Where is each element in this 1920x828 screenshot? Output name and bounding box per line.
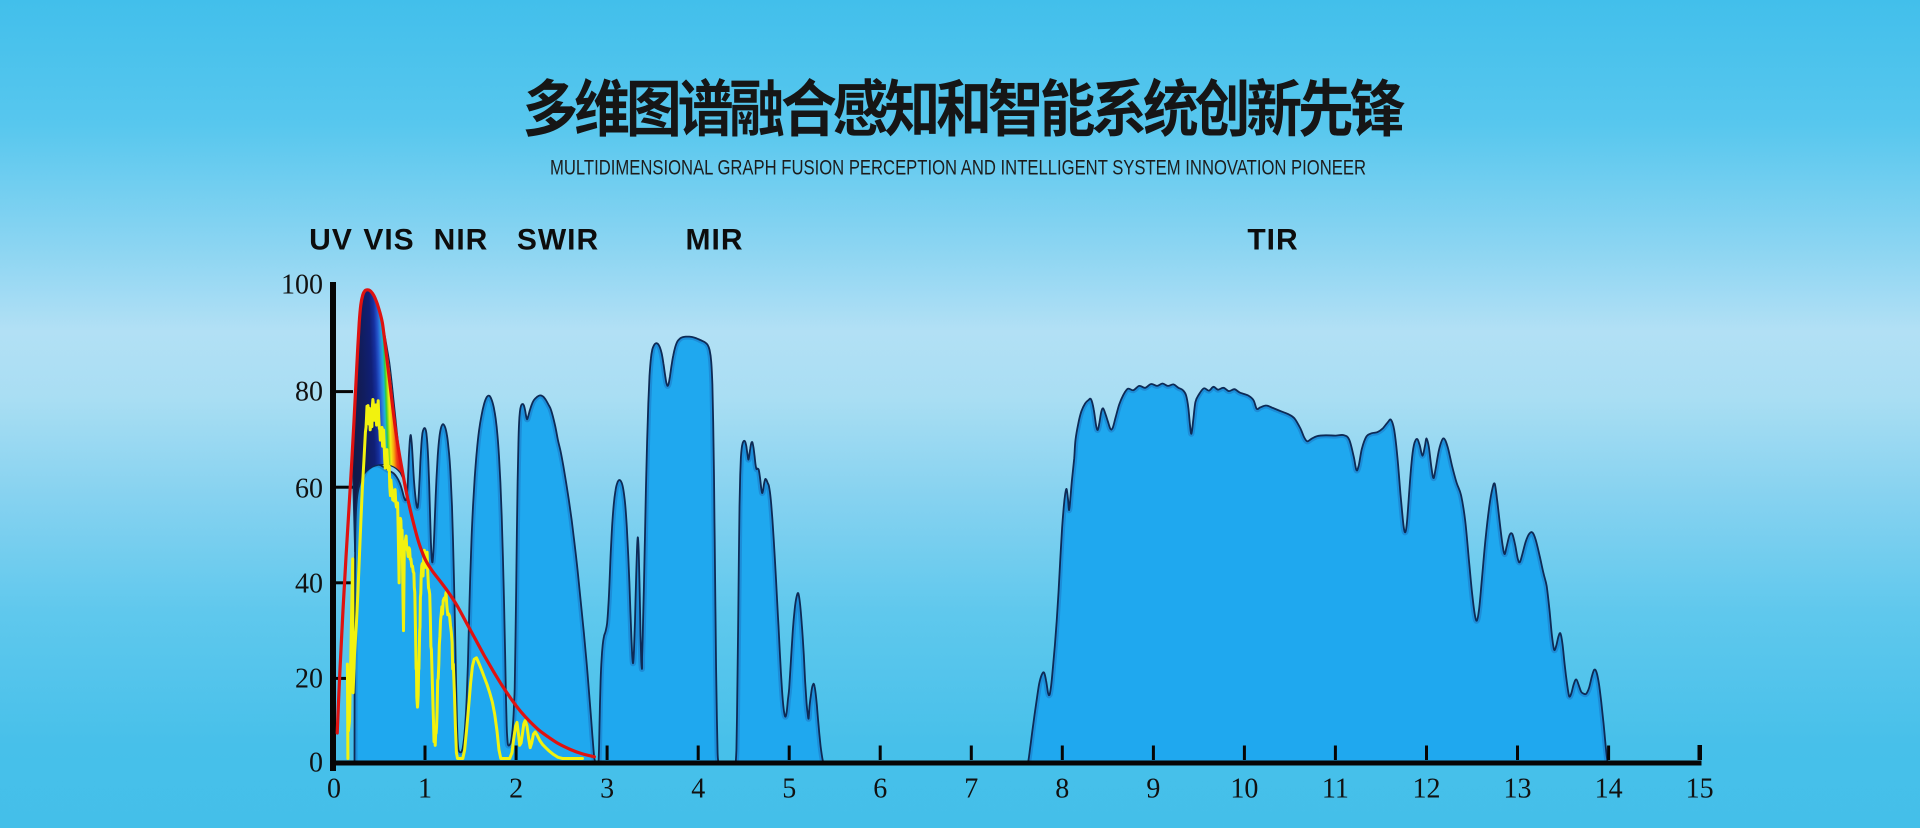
svg-text:80: 80 xyxy=(295,377,323,408)
svg-text:0: 0 xyxy=(309,748,323,779)
svg-text:15: 15 xyxy=(1686,774,1714,805)
svg-text:60: 60 xyxy=(295,474,323,505)
svg-text:11: 11 xyxy=(1322,774,1349,805)
svg-text:6: 6 xyxy=(873,774,887,805)
svg-text:40: 40 xyxy=(295,569,323,600)
svg-text:3: 3 xyxy=(600,774,614,805)
svg-text:14: 14 xyxy=(1595,774,1623,805)
svg-text:SWIR: SWIR xyxy=(517,224,599,257)
svg-text:12: 12 xyxy=(1413,774,1441,805)
svg-text:0: 0 xyxy=(327,774,341,805)
svg-text:20: 20 xyxy=(295,664,323,695)
svg-text:MIR: MIR xyxy=(686,224,744,257)
svg-text:5: 5 xyxy=(782,774,796,805)
svg-text:8: 8 xyxy=(1055,774,1069,805)
svg-text:9: 9 xyxy=(1146,774,1160,805)
svg-text:1: 1 xyxy=(418,774,432,805)
svg-text:VIS: VIS xyxy=(363,224,414,257)
svg-text:2: 2 xyxy=(509,774,523,805)
svg-text:7: 7 xyxy=(964,774,978,805)
svg-text:UV: UV xyxy=(309,224,353,257)
svg-text:13: 13 xyxy=(1504,774,1532,805)
svg-text:100: 100 xyxy=(281,270,323,301)
svg-text:10: 10 xyxy=(1230,774,1258,805)
svg-text:TIR: TIR xyxy=(1247,224,1298,257)
svg-text:4: 4 xyxy=(691,774,705,805)
svg-text:NIR: NIR xyxy=(434,224,489,257)
svg-text:MULTIDIMENSIONAL GRAPH FUSION: MULTIDIMENSIONAL GRAPH FUSION PERCEPTION… xyxy=(550,157,1366,180)
